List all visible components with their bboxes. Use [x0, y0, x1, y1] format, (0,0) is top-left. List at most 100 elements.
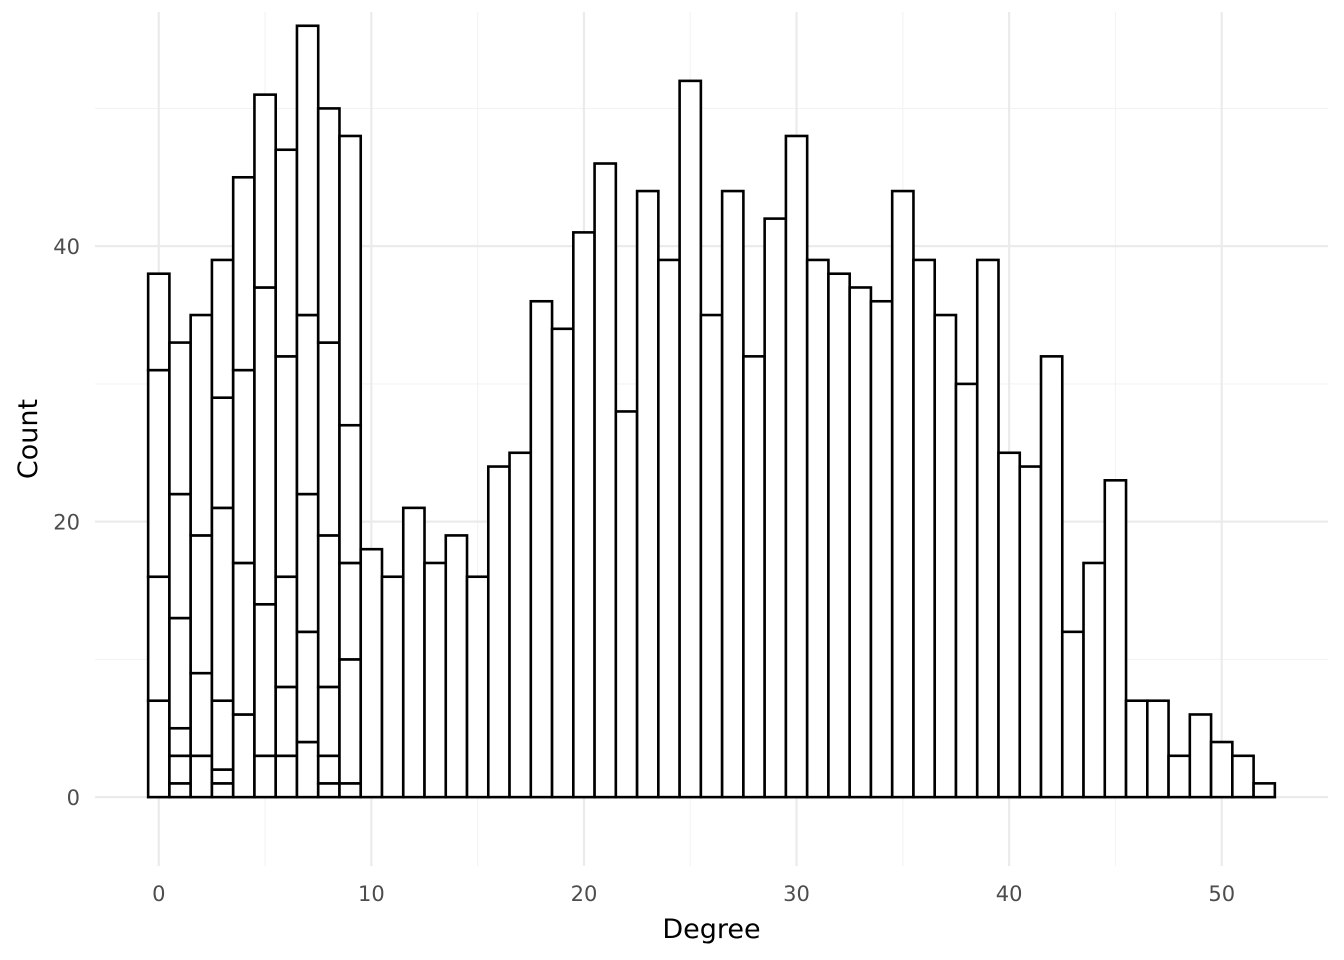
histogram-bar-segment — [295, 24, 320, 317]
y-axis-title: Count — [13, 399, 44, 479]
histogram-bar-segment — [338, 561, 363, 661]
histogram-bar-segment — [295, 492, 320, 634]
histogram-bar-segment — [338, 423, 363, 565]
x-tick-label: 10 — [358, 882, 385, 906]
histogram-bar-segment — [316, 754, 341, 785]
histogram-bar-segment — [210, 506, 235, 703]
histogram-bar-segment — [890, 189, 915, 799]
histogram-bar-segment — [1146, 699, 1170, 799]
histogram-bar-segment — [295, 313, 320, 496]
histogram-bar-segment — [189, 534, 214, 675]
histogram-bar-segment — [550, 327, 575, 799]
histogram-bar-segment — [1188, 713, 1213, 799]
histogram-bar-segment — [316, 782, 341, 799]
histogram-bar-segment — [253, 93, 277, 289]
histogram-bar-segment — [210, 396, 235, 510]
histogram-bar-segment — [1124, 699, 1149, 799]
histogram-bar-segment — [338, 658, 363, 785]
y-tick-label: 0 — [67, 786, 80, 810]
histogram-bar-segment — [1252, 782, 1277, 799]
histogram-bar-segment — [189, 671, 214, 758]
x-tick-label: 0 — [152, 882, 165, 906]
histogram-bar-segment — [210, 782, 235, 799]
histogram-bar-segment — [189, 313, 214, 537]
histogram-bar-segment — [168, 754, 192, 785]
histogram-bar-segment — [763, 217, 788, 799]
histogram-bar-segment — [231, 713, 256, 799]
histogram-bar-segment — [614, 410, 639, 799]
histogram-bar-segment — [146, 575, 171, 703]
histogram-bar-segment — [316, 341, 341, 537]
histogram-bar-segment — [997, 451, 1022, 799]
histogram-bar-segment — [742, 355, 766, 799]
histogram-bar-segment — [338, 782, 363, 799]
histogram-bar-segment — [933, 313, 958, 799]
histogram-bar-segment — [231, 561, 256, 716]
histogram-bar-segment — [253, 602, 277, 758]
histogram-bar-segment — [274, 575, 299, 689]
histogram-bar-segment — [316, 107, 341, 344]
histogram-bar-segment — [146, 272, 171, 372]
histogram-bar-segment — [1231, 754, 1255, 799]
histogram-bar-segment — [359, 547, 384, 799]
x-tick-label: 20 — [571, 882, 598, 906]
x-tick-label: 40 — [996, 882, 1023, 906]
histogram-bar-segment — [274, 148, 299, 358]
tick-labels: 0 10 20 30 40 50 0 20 40 — [53, 235, 1235, 906]
histogram-bar-segment — [210, 258, 235, 399]
histogram-bar-segment — [784, 134, 809, 799]
histogram-bar-segment — [699, 313, 724, 799]
histogram-bar-segment — [168, 726, 192, 758]
histogram-bar-segment — [401, 506, 426, 799]
histogram-bar-segment — [295, 630, 320, 744]
histogram-bar-segment — [678, 79, 703, 799]
histogram-bar-segment — [593, 162, 618, 799]
y-tick-label: 40 — [53, 235, 80, 259]
histogram-bar-segment — [231, 368, 256, 565]
histogram-bar-segment — [1039, 355, 1064, 799]
histogram-bar-segment — [1018, 465, 1043, 799]
histogram-bar-segment — [869, 299, 894, 799]
x-axis-title: Degree — [662, 914, 760, 945]
histogram-bar-segment — [210, 699, 235, 771]
histogram-bar-segment — [635, 189, 660, 799]
histogram-bar-segment — [827, 272, 851, 799]
histogram-bar-segment — [529, 299, 554, 799]
histogram-bar-segment — [295, 740, 320, 799]
histogram-bar-segment — [912, 258, 937, 799]
histogram-bar-segment — [189, 754, 214, 799]
histogram-bar-segment — [1082, 561, 1107, 799]
x-tick-label: 30 — [783, 882, 810, 906]
histogram-bar-segment — [253, 286, 277, 606]
histogram-bar-segment — [210, 768, 235, 785]
histogram-bar-segment — [168, 616, 192, 730]
histogram-bar-segment — [380, 575, 405, 799]
histogram-bar-segment — [720, 189, 745, 799]
histogram-bar-segment — [146, 699, 171, 799]
histogram-bars — [146, 24, 1277, 799]
histogram-bar-segment — [572, 231, 596, 799]
histogram-bar-segment — [146, 368, 171, 579]
histogram-bar-segment — [444, 534, 469, 799]
histogram-bar-segment — [486, 465, 511, 799]
histogram-bar-segment — [231, 175, 256, 372]
histogram-bar-segment — [954, 382, 979, 799]
histogram-bar-segment — [1167, 754, 1192, 799]
histogram-bar-segment — [316, 685, 341, 758]
histogram-bar-segment — [168, 782, 192, 799]
histogram-bar-segment — [274, 685, 299, 758]
histogram-bar-segment — [657, 258, 681, 799]
histogram-bar-segment — [1103, 479, 1128, 799]
histogram-bar-segment — [423, 561, 448, 799]
histogram-bar-segment — [508, 451, 533, 799]
histogram-bar-segment — [338, 134, 363, 427]
histogram-bar-segment — [316, 534, 341, 689]
histogram-bar-segment — [274, 355, 299, 579]
histogram-bar-segment — [168, 341, 192, 496]
histogram-bar-segment — [1060, 630, 1085, 799]
x-tick-label: 50 — [1208, 882, 1235, 906]
y-tick-label: 20 — [53, 511, 80, 535]
histogram-bar-segment — [805, 258, 830, 799]
histogram-bar-segment — [168, 492, 192, 620]
